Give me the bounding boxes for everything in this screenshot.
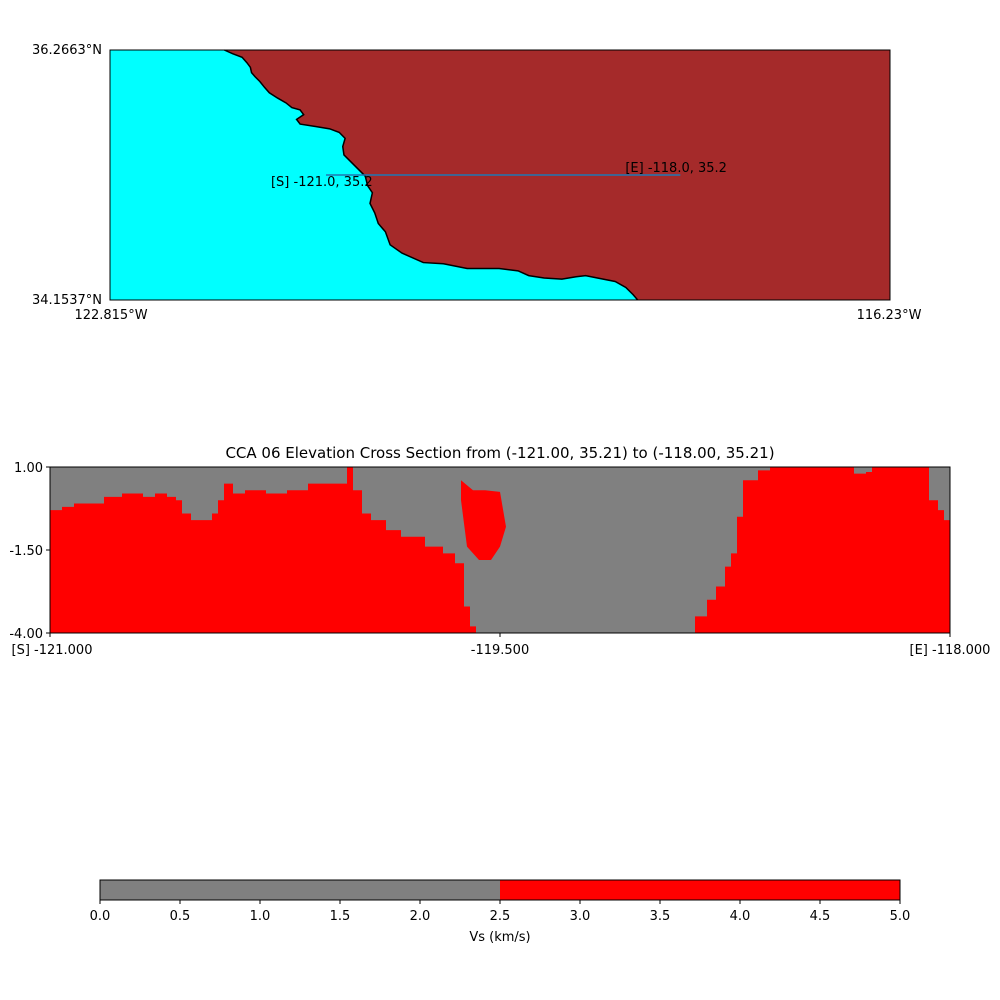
colorbar-tick-label: 3.0 <box>570 909 591 924</box>
lat-bottom-label: 34.1537°N <box>32 293 102 308</box>
colorbar-ticks: 0.0 0.5 1.0 1.5 2.0 2.5 3.0 3.5 4.0 4.5 5.0 <box>90 900 911 924</box>
lon-right-label: 116.23°W <box>857 308 922 323</box>
colorbar-tick-label: 4.5 <box>810 909 831 924</box>
colorbar-tick-label: 3.5 <box>650 909 671 924</box>
map-coastline <box>223 49 639 301</box>
start-point-label: [S] -121.0, 35.2 <box>271 175 373 190</box>
colorbar-tick-label: 0.5 <box>170 909 191 924</box>
cross-section-title: CCA 06 Elevation Cross Section from (-12… <box>225 444 774 462</box>
end-point-label: [E] -118.0, 35.2 <box>625 161 727 176</box>
high-vs-region-east <box>689 467 950 633</box>
map-frame <box>109 49 891 301</box>
colorbar-tick-label: 0.0 <box>90 909 111 924</box>
colorbar-tick-label: 1.0 <box>250 909 271 924</box>
y-tick-label: -4.00 <box>9 627 43 642</box>
colorbar-tick-label: 2.0 <box>410 909 431 924</box>
colorbar-low-segment <box>100 880 500 900</box>
colorbar-tick-label: 2.5 <box>490 909 511 924</box>
colorbar-tick-label: 5.0 <box>890 909 911 924</box>
x-tick-label: [S] -121.000 <box>12 643 93 658</box>
high-vs-region-pocket <box>461 480 506 560</box>
y-tick-label: 1.00 <box>14 461 43 476</box>
colorbar: 0.0 0.5 1.0 1.5 2.0 2.5 3.0 3.5 4.0 4.5 5.0 Vs (km… <box>90 879 911 945</box>
x-tick-label: -119.500 <box>471 643 529 658</box>
lat-top-label: 36.2663°N <box>32 43 102 58</box>
cross-section-panel: CCA 06 Elevation Cross Section from (-12… <box>9 444 990 658</box>
y-axis-ticks: 1.00 -1.50 -4.00 <box>9 461 50 642</box>
colorbar-high-segment <box>500 880 900 900</box>
colorbar-label: Vs (km/s) <box>469 930 530 945</box>
lon-left-label: 122.815°W <box>74 308 147 323</box>
colorbar-tick-label: 4.0 <box>730 909 751 924</box>
x-tick-label: [E] -118.000 <box>910 643 991 658</box>
x-axis-ticks: [S] -121.000 -119.500 [E] -118.000 <box>12 633 991 658</box>
map-panel: [S] -121.0, 35.2 [E] -118.0, 35.2 36.266… <box>32 43 922 323</box>
high-vs-region-west <box>50 467 476 633</box>
y-tick-label: -1.50 <box>9 544 43 559</box>
colorbar-tick-label: 1.5 <box>330 909 351 924</box>
